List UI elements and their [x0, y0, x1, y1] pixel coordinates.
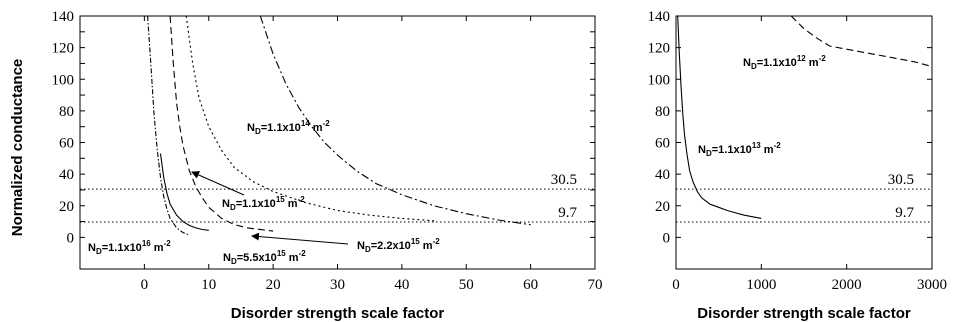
left-plot-frame: [79, 15, 596, 270]
y-tick-label: 140: [52, 9, 75, 25]
right-axis-ticks: 0 20 40 60 80 100 120 140 0 1000 2000 3000: [648, 9, 948, 293]
left-y-axis-label: Normalized conductance: [9, 59, 26, 237]
y-tick-label: 20: [59, 199, 74, 215]
x-tick-label: 10: [201, 277, 216, 293]
y-tick-label: 120: [648, 41, 671, 57]
right-series-group: [677, 16, 932, 219]
x-tick-label: 1000: [746, 277, 776, 293]
reference-line-label: 9.7: [558, 205, 577, 221]
label-nd-1.1e16: ND=1.1x1016 m-2: [88, 239, 171, 256]
series-line-0: [159, 153, 209, 231]
y-tick-label: 40: [59, 167, 74, 183]
x-tick-label: 70: [588, 277, 603, 293]
left-axis-ticks: 0 20 40 60 80 100 120 140 0 10 20 30 40 50 60 70: [52, 9, 603, 293]
x-tick-label: 3000: [917, 277, 947, 293]
reference-line-label: 30.5: [888, 172, 914, 188]
reference-line-label: 30.5: [551, 172, 577, 188]
y-tick-label: 60: [655, 136, 670, 152]
x-tick-label: 0: [672, 277, 680, 293]
left-chart-panel: 0 20 40 60 80 100 120 140 0 10 20 30 40 50 60 70 30.5 9.…: [9, 9, 603, 322]
x-tick-label: 50: [459, 277, 474, 293]
y-tick-label: 20: [655, 199, 670, 215]
label-nd-1.1e14: ND=1.1x1014 m-2: [247, 119, 330, 136]
label-nd-2.2e15: ND=2.2x1015 m-2: [357, 237, 440, 254]
y-tick-label: 120: [52, 41, 75, 57]
series-line-0: [677, 16, 762, 219]
series-line-3: [185, 16, 435, 222]
left-x-axis-label: Disorder strength scale factor: [231, 305, 445, 322]
x-tick-label: 30: [330, 277, 345, 293]
series-line-2: [147, 16, 190, 236]
label-nd-1.1e15: ND=1.1x1015 m-2: [222, 195, 305, 212]
y-tick-label: 0: [663, 230, 671, 246]
x-tick-label: 40: [394, 277, 409, 293]
label-nd-1.1e13: ND=1.1x1013 m-2: [698, 141, 781, 158]
label-nd-1.1e12: ND=1.1x1012 m-2: [743, 54, 826, 71]
y-tick-label: 60: [59, 136, 74, 152]
x-tick-label: 20: [266, 277, 281, 293]
left-reference-lines: 30.5 9.7: [80, 172, 595, 223]
left-series-group: [147, 16, 531, 236]
label-nd-5.5e15: ND=5.5x1015 m-2: [223, 249, 306, 266]
y-tick-label: 100: [52, 72, 75, 88]
arrow-nd-1.1e15: [191, 171, 245, 196]
y-tick-label: 0: [67, 230, 75, 246]
series-line-1: [790, 16, 932, 68]
arrow-nd-2.2e15: [251, 232, 349, 245]
x-tick-label: 60: [523, 277, 538, 293]
right-annotations: ND=1.1x1013 m-2 ND=1.1x1012 m-2: [698, 54, 826, 158]
reference-line-label: 9.7: [895, 205, 914, 221]
x-tick-label: 2000: [832, 277, 862, 293]
y-tick-label: 80: [59, 104, 74, 120]
y-tick-label: 40: [655, 167, 670, 183]
right-reference-lines: 30.5 9.7: [676, 172, 932, 223]
left-annotations: ND=1.1x1016 m-2 ND=5.5x1015 m-2 ND=2.2x101…: [88, 119, 440, 266]
y-tick-label: 100: [648, 72, 671, 88]
y-tick-label: 140: [648, 9, 671, 25]
y-tick-label: 80: [655, 104, 670, 120]
right-x-axis-label: Disorder strength scale factor: [697, 305, 911, 322]
x-tick-label: 0: [141, 277, 149, 293]
